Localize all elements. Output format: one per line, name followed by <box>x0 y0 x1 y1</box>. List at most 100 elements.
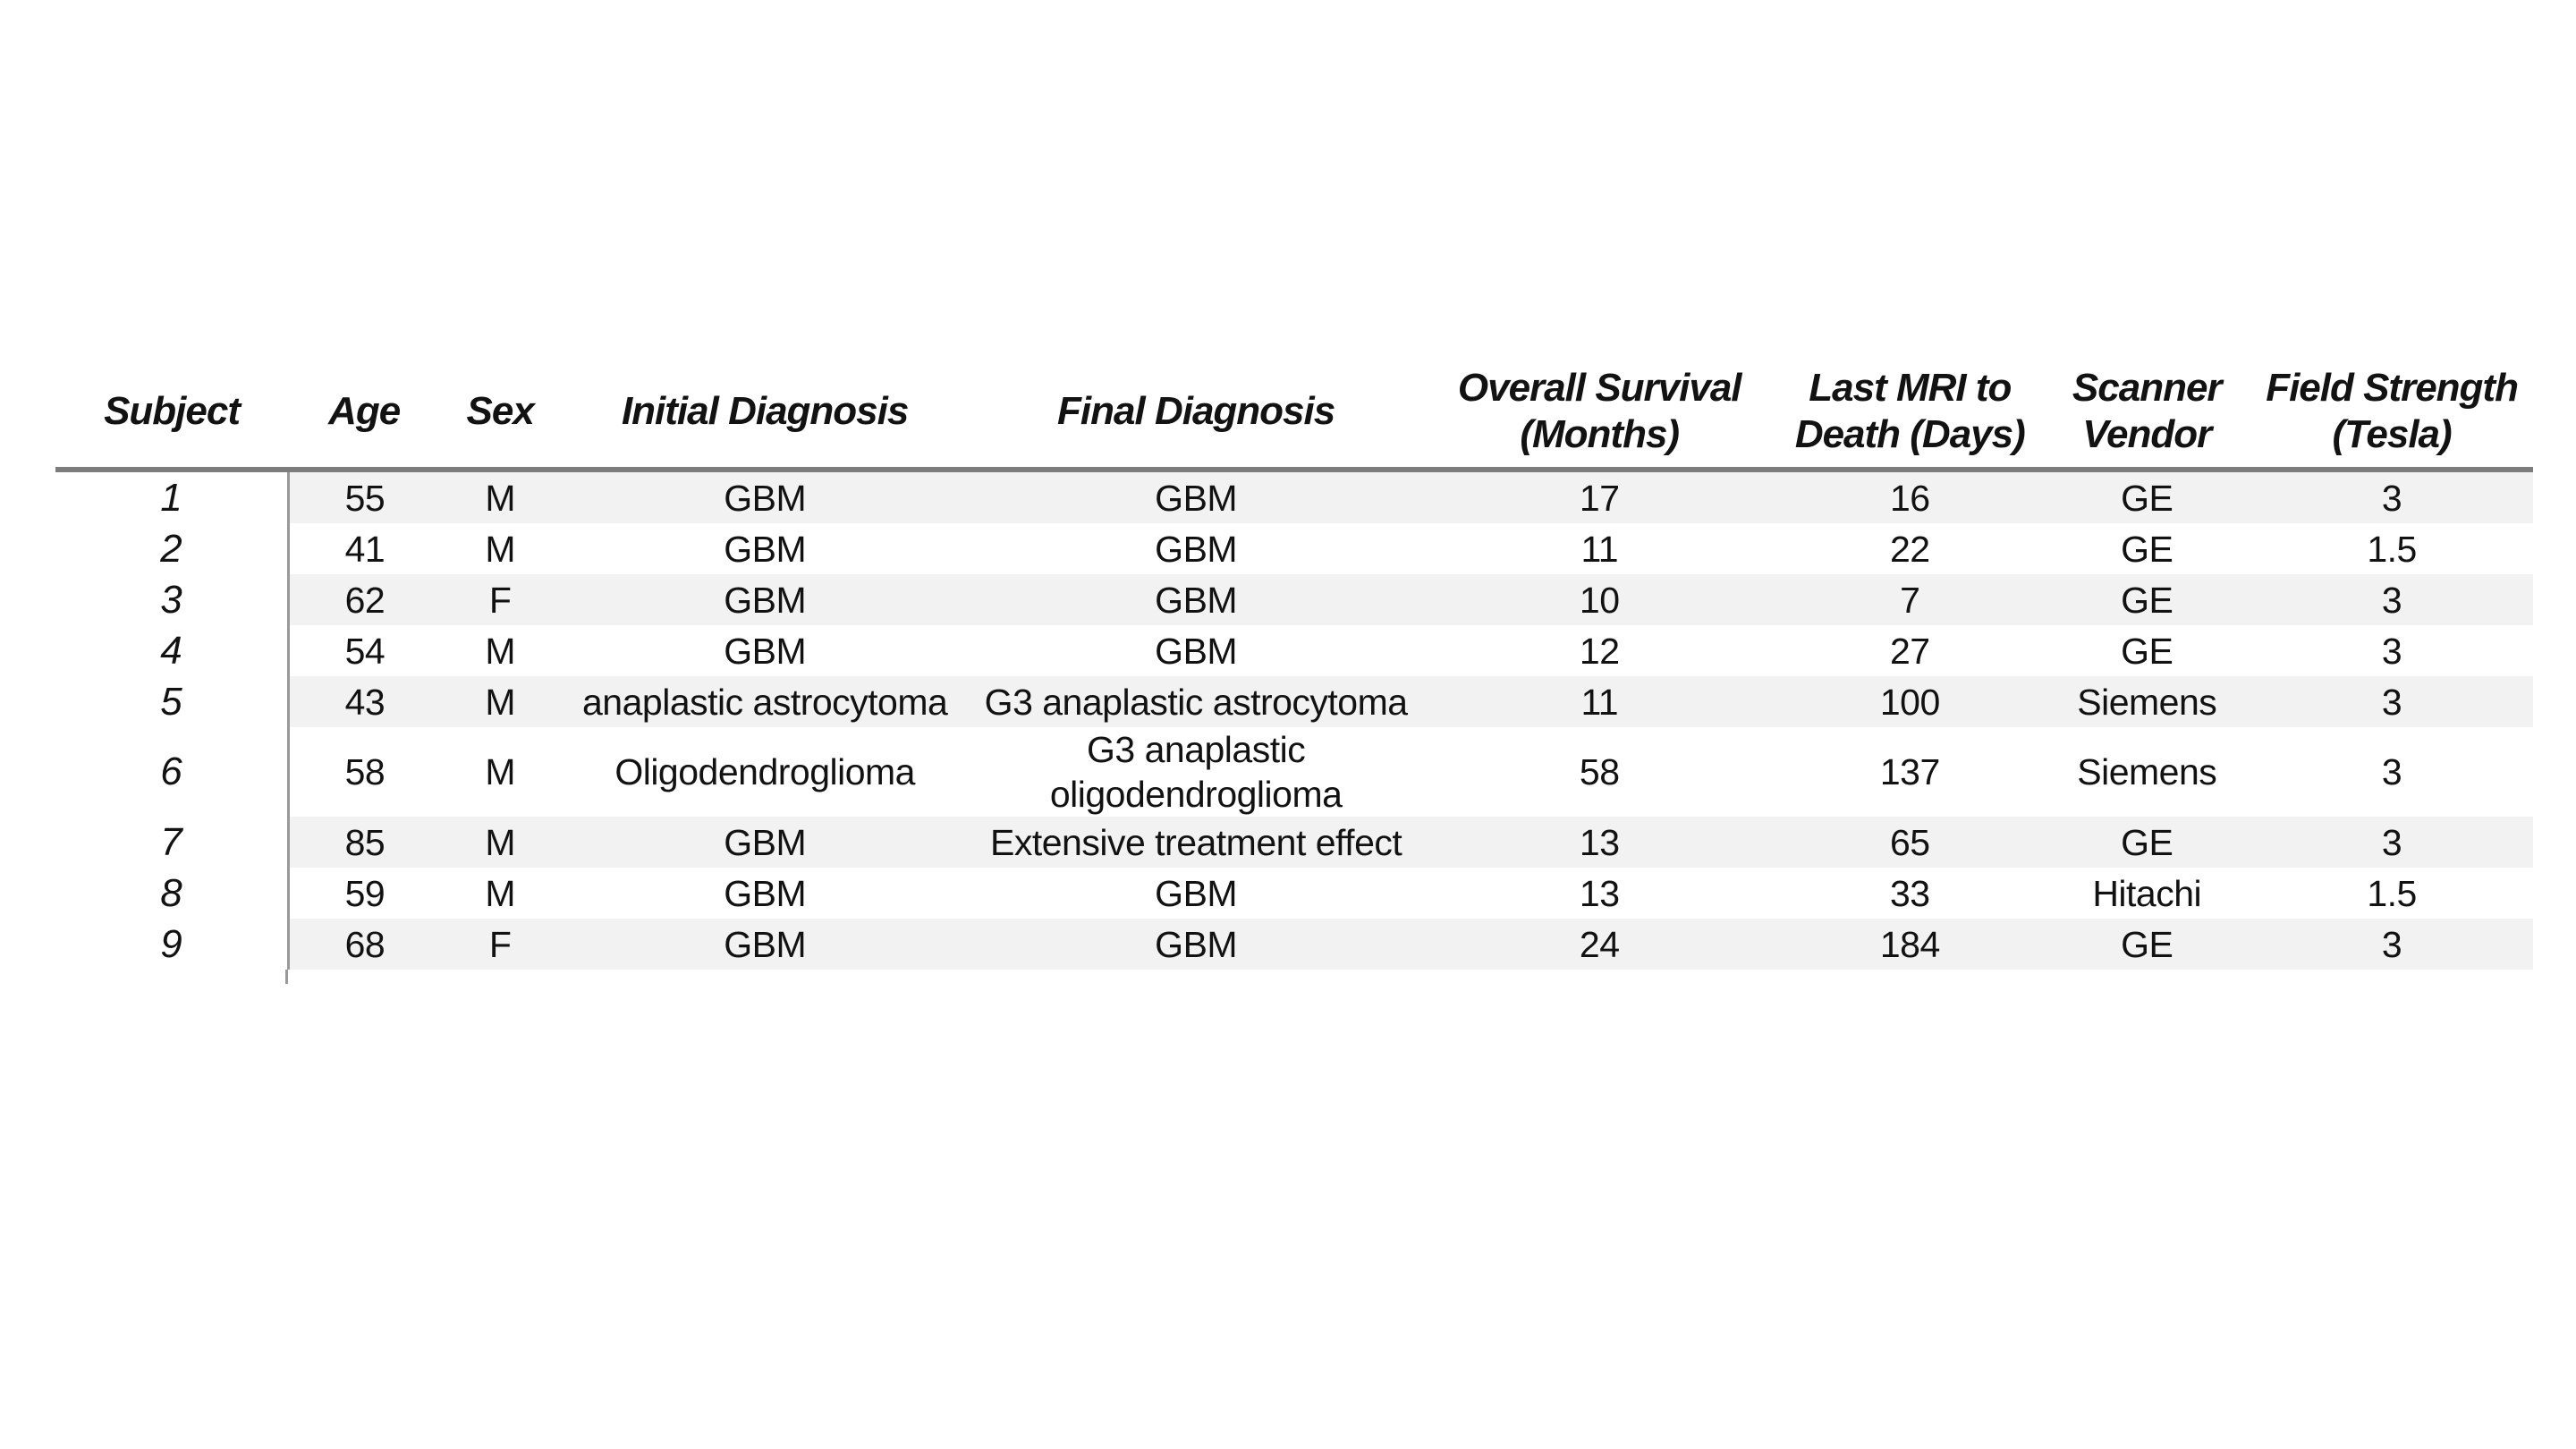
cell-sex: M <box>485 751 516 792</box>
table-row-subject-3: 3 62 F GBM GBM 10 7 GE 3 <box>55 574 2533 625</box>
column-header-sex: Sex <box>440 365 561 472</box>
cell-overall_survival_months: 11 <box>1580 528 1618 570</box>
cell-overall_survival_months: 58 <box>1579 751 1620 792</box>
cell-scanner_vendor: Siemens <box>2077 751 2217 792</box>
cell-sex: M <box>485 630 516 672</box>
column-header-overall_survival_months: Overall Survival (Months) <box>1422 365 1777 472</box>
cell-scanner_vendor: GE <box>2121 630 2174 672</box>
table-header-row: Subject Age Sex Initial Diagnosis Final Diag… <box>55 365 2533 472</box>
cell-field_strength_tesla: 1.5 <box>2367 528 2417 570</box>
cell-subject: 8 <box>55 868 290 919</box>
cell-final_diagnosis: GBM <box>1155 528 1238 570</box>
cell-last_mri_to_death_days: 65 <box>1776 817 2044 868</box>
cell-last_mri_to_death_days: 100 <box>1776 676 2044 727</box>
subject-column-divider-tail <box>285 970 288 984</box>
cell-final_diagnosis: GBM <box>1155 872 1238 914</box>
column-header-field_strength_tesla: Field Strength (Tesla) <box>2250 365 2533 472</box>
cell-initial_diagnosis: GBM <box>724 872 807 914</box>
cell-last_mri_to_death_days: 184 <box>1776 919 2044 970</box>
cell-overall_survival_months: 11 <box>1422 676 1777 727</box>
cell-last_mri_to_death_days: 33 <box>1890 872 1930 914</box>
cell-scanner_vendor: GE <box>2043 817 2251 868</box>
cell-sex: F <box>440 919 561 970</box>
cell-age: 58 <box>344 751 386 792</box>
column-header-final_diagnosis: Final Diagnosis <box>970 365 1423 472</box>
cell-final_diagnosis: G3 anaplastic astrocytoma <box>970 676 1423 727</box>
cell-final_diagnosis: G3 anaplastic oligodendroglioma <box>1049 729 1343 815</box>
cell-overall_survival_months: 13 <box>1422 817 1777 868</box>
cell-age: 62 <box>288 574 441 625</box>
cell-field_strength_tesla: 3 <box>2381 751 2402 792</box>
cell-sex: M <box>440 676 561 727</box>
cell-scanner_vendor: GE <box>2043 919 2251 970</box>
cell-initial_diagnosis: GBM <box>724 630 807 672</box>
cell-field_strength_tesla: 1.5 <box>2367 872 2417 914</box>
cell-age: 54 <box>344 630 386 672</box>
cell-field_strength_tesla: 3 <box>2250 470 2533 523</box>
cell-last_mri_to_death_days: 27 <box>1890 630 1930 672</box>
cell-age: 85 <box>288 817 441 868</box>
column-header-subject: Subject <box>55 365 289 472</box>
cell-initial_diagnosis: GBM <box>560 919 970 970</box>
cell-field_strength_tesla: 3 <box>2381 630 2402 672</box>
table-row-subject-1: 1 55 M GBM GBM 17 16 GE 3 <box>55 470 2533 523</box>
cell-initial_diagnosis: GBM <box>560 470 970 523</box>
cell-sex: M <box>485 528 516 570</box>
cell-scanner_vendor: Siemens <box>2043 676 2251 727</box>
table-row-subject-6: 6 58 M Oligodendroglioma G3 anaplastic oligo… <box>55 727 2533 817</box>
column-header-last_mri_to_death_days: Last MRI to Death (Days) <box>1776 365 2044 472</box>
cell-age: 43 <box>288 676 441 727</box>
table-row-subject-2: 2 41 M GBM GBM 11 22 GE 1.5 <box>55 523 2533 574</box>
cell-initial_diagnosis: GBM <box>560 574 970 625</box>
table-body: 1 55 M GBM GBM 17 16 GE 3 2 41 M GBM GBM 11 22 GE 1.5 3 62 F… <box>55 470 2533 970</box>
table-header: Subject Age Sex Initial Diagnosis Final Diag… <box>55 365 2533 472</box>
cell-overall_survival_months: 24 <box>1422 919 1777 970</box>
cell-sex: M <box>485 872 516 914</box>
subjects-table: Subject Age Sex Initial Diagnosis Final Diag… <box>55 365 2533 970</box>
cell-subject: 9 <box>55 919 290 970</box>
cell-scanner_vendor: GE <box>2121 528 2174 570</box>
column-header-scanner_vendor: Scanner Vendor <box>2043 365 2251 472</box>
cell-overall_survival_months: 10 <box>1422 574 1777 625</box>
cell-final_diagnosis: Extensive treatment effect <box>970 817 1423 868</box>
cell-sex: M <box>440 817 561 868</box>
cell-age: 41 <box>344 528 386 570</box>
cell-overall_survival_months: 17 <box>1422 470 1777 523</box>
cell-field_strength_tesla: 3 <box>2250 817 2533 868</box>
cell-last_mri_to_death_days: 137 <box>1879 751 1940 792</box>
cell-last_mri_to_death_days: 22 <box>1890 528 1930 570</box>
cell-field_strength_tesla: 3 <box>2250 919 2533 970</box>
cell-overall_survival_months: 12 <box>1579 630 1620 672</box>
cell-sex: F <box>440 574 561 625</box>
cell-scanner_vendor: Hitachi <box>2092 872 2202 914</box>
cell-age: 68 <box>288 919 441 970</box>
cell-field_strength_tesla: 3 <box>2250 574 2533 625</box>
cell-sex: M <box>440 470 561 523</box>
cell-scanner_vendor: GE <box>2043 470 2251 523</box>
table-row-subject-7: 7 85 M GBM Extensive treatment effect 13 65 GE 3 <box>55 817 2533 868</box>
cell-field_strength_tesla: 3 <box>2250 676 2533 727</box>
cell-subject: 1 <box>55 470 290 523</box>
subjects-table-container: Subject Age Sex Initial Diagnosis Final Diag… <box>55 365 2533 984</box>
column-header-initial_diagnosis: Initial Diagnosis <box>560 365 970 472</box>
cell-last_mri_to_death_days: 16 <box>1776 470 2044 523</box>
cell-final_diagnosis: GBM <box>970 574 1423 625</box>
cell-subject: 3 <box>55 574 290 625</box>
cell-subject: 2 <box>55 523 290 574</box>
table-row-subject-8: 8 59 M GBM GBM 13 33 Hitachi 1.5 <box>55 868 2533 919</box>
cell-last_mri_to_death_days: 7 <box>1776 574 2044 625</box>
cell-subject: 5 <box>55 676 290 727</box>
cell-subject: 7 <box>55 817 290 868</box>
cell-final_diagnosis: GBM <box>1155 630 1238 672</box>
table-row-subject-4: 4 54 M GBM GBM 12 27 GE 3 <box>55 625 2533 676</box>
cell-overall_survival_months: 13 <box>1579 872 1620 914</box>
cell-initial_diagnosis: anaplastic astrocytoma <box>560 676 970 727</box>
cell-initial_diagnosis: GBM <box>724 528 807 570</box>
cell-age: 59 <box>344 872 386 914</box>
cell-age: 55 <box>288 470 441 523</box>
column-header-age: Age <box>288 365 441 472</box>
cell-subject: 4 <box>55 625 290 676</box>
cell-initial_diagnosis: Oligodendroglioma <box>614 751 915 792</box>
